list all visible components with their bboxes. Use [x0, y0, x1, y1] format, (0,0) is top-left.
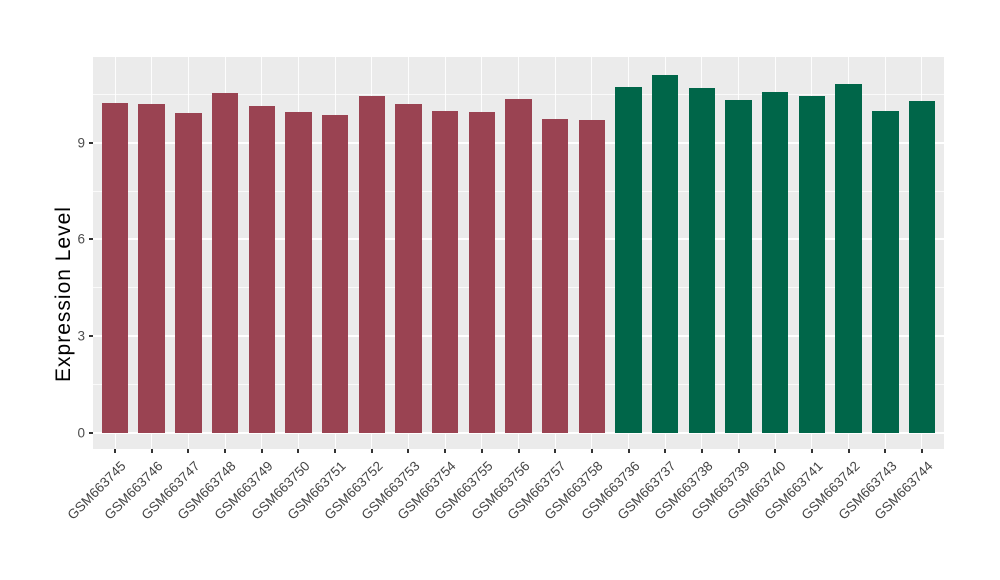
bar-GSM663741: [798, 96, 826, 433]
y-tick-6: [89, 238, 93, 241]
bar-GSM663738: [688, 88, 716, 433]
x-tick-GSM663746: [150, 449, 153, 453]
y-tick-label-6: 6: [77, 231, 85, 247]
y-tick-9: [89, 141, 93, 144]
x-tick-GSM663756: [517, 449, 520, 453]
bar-GSM663751: [321, 115, 349, 433]
x-tick-GSM663747: [187, 449, 190, 453]
x-tick-GSM663750: [297, 449, 300, 453]
x-tick-GSM663745: [114, 449, 116, 453]
x-tick-GSM663739: [737, 449, 740, 453]
x-tick-GSM663736: [627, 449, 630, 453]
x-tick-GSM663752: [370, 449, 373, 453]
bar-GSM663743: [872, 110, 899, 433]
x-tick-GSM663751: [334, 449, 337, 453]
x-tick-GSM663743: [884, 449, 887, 453]
bar-GSM663758: [578, 119, 606, 433]
bar-GSM663756: [505, 99, 532, 433]
bar-GSM663740: [762, 92, 789, 433]
x-tick-GSM663738: [700, 449, 703, 453]
x-tick-GSM663755: [480, 449, 483, 453]
bar-GSM663750: [285, 111, 312, 433]
bar-GSM663745: [101, 103, 129, 433]
x-tick-GSM663741: [810, 449, 813, 453]
y-tick-0: [89, 431, 93, 434]
bar-GSM663744: [908, 100, 936, 433]
bar-GSM663742: [835, 83, 862, 433]
bar-GSM663754: [431, 110, 459, 433]
bar-GSM663736: [615, 87, 642, 433]
x-tick-GSM663742: [847, 449, 850, 453]
x-tick-GSM663744: [920, 449, 923, 453]
bar-GSM663746: [138, 104, 165, 433]
y-tick-label-9: 9: [77, 135, 85, 150]
x-tick-GSM663757: [554, 449, 557, 453]
x-tick-GSM663754: [444, 449, 447, 453]
y-tick-label-0: 0: [77, 425, 85, 441]
x-tick-GSM663740: [774, 449, 777, 453]
x-tick-GSM663737: [664, 449, 667, 453]
plot-panel: [93, 57, 944, 449]
y-tick-3: [89, 335, 93, 338]
bar-GSM663757: [541, 119, 569, 433]
x-tick-GSM663753: [407, 449, 410, 453]
bar-GSM663752: [358, 95, 385, 433]
bar-GSM663737: [652, 74, 679, 433]
bar-GSM663755: [468, 111, 496, 433]
x-tick-GSM663758: [590, 449, 593, 453]
bar-GSM663747: [175, 113, 202, 433]
y-axis-title: Expression Level: [52, 206, 75, 382]
x-tick-GSM663749: [260, 449, 263, 453]
bar-GSM663753: [395, 104, 422, 433]
y-tick-label-3: 3: [77, 328, 85, 344]
bar-GSM663739: [725, 100, 752, 433]
bar-GSM663748: [211, 92, 239, 433]
bar-GSM663749: [248, 106, 275, 433]
x-tick-GSM663748: [224, 449, 227, 453]
